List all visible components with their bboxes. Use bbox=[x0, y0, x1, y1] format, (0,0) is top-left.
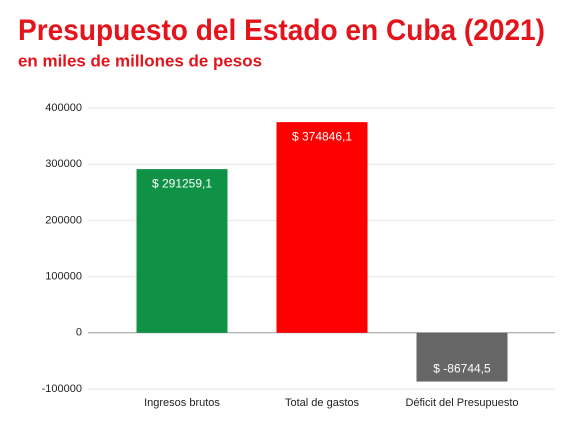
chart-title: Presupuesto del Estado en Cuba (2021) bbox=[18, 14, 545, 47]
x-tick-label: Total de gastos bbox=[285, 397, 359, 409]
value-label: $ 374846,1 bbox=[292, 129, 352, 143]
y-tick-label: 300000 bbox=[45, 158, 82, 170]
x-tick-label: Déficit del Presupuesto bbox=[405, 397, 518, 409]
x-tick-label: Ingresos brutos bbox=[144, 397, 220, 409]
y-tick-label: 200000 bbox=[45, 214, 82, 226]
value-label: $ -86744,5 bbox=[433, 362, 491, 376]
y-tick-label: 400000 bbox=[45, 102, 82, 114]
y-tick-label: 100000 bbox=[45, 271, 82, 283]
y-tick-label: 0 bbox=[76, 327, 82, 339]
bar bbox=[416, 332, 508, 382]
bar bbox=[276, 122, 368, 333]
y-tick-label: -100000 bbox=[42, 383, 82, 395]
value-label: $ 291259,1 bbox=[152, 176, 212, 190]
bar bbox=[136, 169, 228, 333]
chart-subtitle: en miles de millones de pesos bbox=[18, 51, 262, 70]
